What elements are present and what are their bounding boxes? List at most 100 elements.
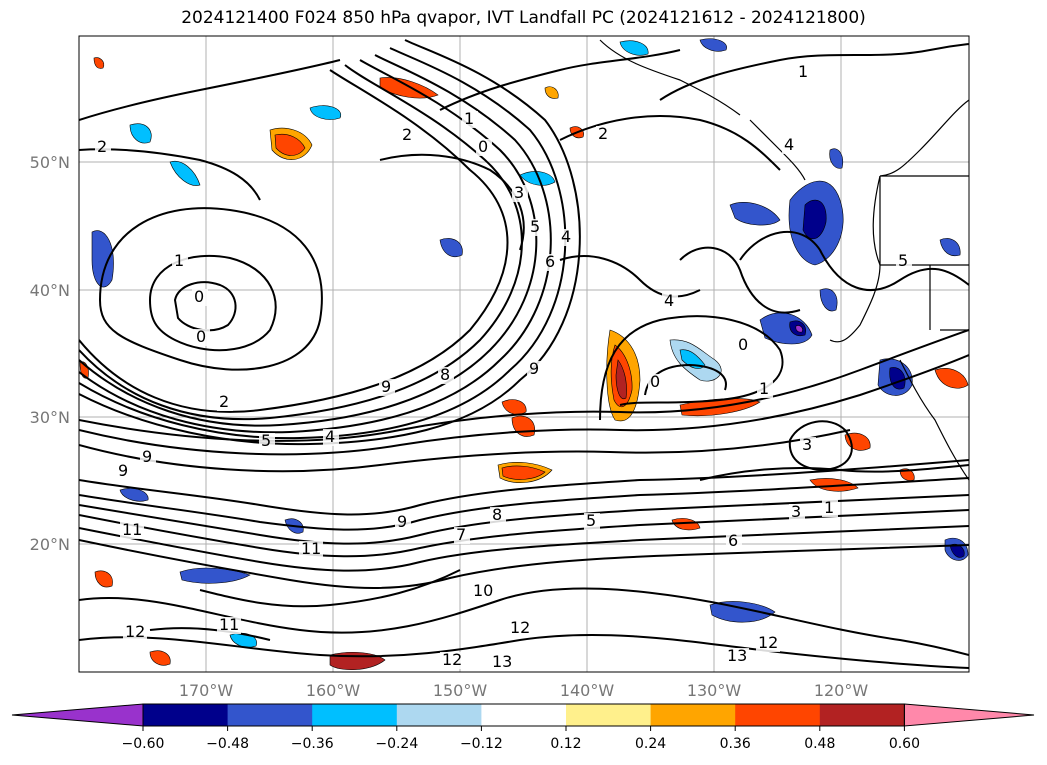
contour-label: 1 — [174, 251, 184, 270]
contour-label-bg — [559, 229, 575, 246]
contour-label-bg — [789, 504, 805, 521]
colorbar-outline — [142, 703, 905, 727]
contour-label: 4 — [784, 135, 794, 154]
colorbar-segment — [481, 704, 567, 726]
map-frame — [78, 35, 970, 673]
contour-label: 0 — [194, 287, 204, 306]
contour-label: 4 — [561, 227, 571, 246]
contour-label-bg — [454, 527, 470, 544]
colorbar-extend-high — [903, 703, 1035, 727]
contour-label: 9 — [118, 461, 128, 480]
lon-label-130w: 130°W — [687, 681, 742, 700]
contour-label: 4 — [664, 291, 674, 310]
colorbar-tick-label: 0.12 — [550, 736, 581, 752]
contour-label: 13 — [727, 646, 747, 665]
contour-label: 0 — [650, 372, 660, 391]
contour-label: 5 — [530, 217, 540, 236]
colorbar-segment — [312, 704, 398, 726]
contour-label-bg — [395, 514, 411, 531]
contour-label-bg — [725, 648, 749, 665]
contour-label-bg — [116, 463, 132, 480]
contour-label: 2 — [598, 124, 608, 143]
contour-label: 11 — [219, 615, 239, 634]
lon-label-120w: 120°W — [814, 681, 869, 700]
colorbar-segment — [650, 704, 736, 726]
colorbar-tick-label: 0.60 — [889, 736, 920, 752]
contour-label-bg — [512, 185, 528, 202]
contour-label-bg — [528, 219, 544, 236]
contour-label: 9 — [529, 359, 539, 378]
contour-label: 2 — [402, 125, 412, 144]
contour-label-bg — [217, 617, 241, 634]
contour-label-bg — [172, 253, 188, 270]
contour-label: 4 — [325, 427, 335, 446]
coastlines — [599, 39, 969, 481]
contour-label: 5 — [261, 431, 271, 450]
contour-label: 12 — [442, 650, 462, 669]
contour-label: 5 — [586, 511, 596, 530]
colorbar-tick-label: 0.36 — [720, 736, 751, 752]
longitude-axis: 170°W 160°W 150°W 140°W 130°W 120°W — [179, 681, 869, 700]
contour-label-bg — [123, 624, 147, 641]
colorbar: −0.60 −0.48 −0.36 −0.24 −0.12 0.12 0.24 0.36 0.4… — [11, 703, 1035, 752]
contour-label-bg — [800, 437, 816, 454]
contour-label-bg — [490, 654, 514, 671]
contour-label: 13 — [492, 652, 512, 671]
colorbar-tick-label: 0.24 — [635, 736, 666, 752]
contour-label: 11 — [301, 539, 321, 558]
colorbar-segment — [396, 704, 482, 726]
contour-label-bg — [120, 522, 144, 539]
contour-label: 2 — [97, 137, 107, 156]
colorbar-tick-label: −0.36 — [291, 736, 334, 752]
lon-label-140w: 140°W — [560, 681, 615, 700]
contour-label-bg — [757, 381, 773, 398]
contour-label: 12 — [510, 618, 530, 637]
contour-label: 6 — [545, 252, 555, 271]
contour-label-bg — [440, 652, 464, 669]
lon-label-160w: 160°W — [306, 681, 361, 700]
contour-label: 9 — [381, 377, 391, 396]
contour-label: 1 — [759, 379, 769, 398]
colorbar-segment — [566, 704, 652, 726]
contour-label: 9 — [397, 512, 407, 531]
contour-label: 10 — [473, 581, 493, 600]
colorbar-tick-label: −0.12 — [460, 736, 503, 752]
contour-label: 3 — [791, 502, 801, 521]
contour-label-bg — [796, 64, 812, 81]
colorbar-tick-label: −0.24 — [375, 736, 418, 752]
lat-label-40n: 40°N — [30, 281, 70, 300]
contour-label: 6 — [728, 531, 738, 550]
contour-label-bg — [217, 394, 233, 411]
contour-label: 7 — [456, 525, 466, 544]
contour-label-bg — [756, 635, 780, 652]
contour-label-bg — [400, 127, 416, 144]
contour-label-bg — [662, 293, 678, 310]
contour-label-bg — [896, 253, 912, 270]
colorbar-tick-label: −0.60 — [122, 736, 165, 752]
colorbar-segment — [143, 704, 229, 726]
contour-label: 8 — [492, 505, 502, 524]
lat-label-30n: 30°N — [30, 408, 70, 427]
contour-label-bg — [194, 329, 210, 346]
contour-label-bg — [379, 379, 395, 396]
lat-label-50n: 50°N — [30, 153, 70, 172]
latitude-axis: 50°N 40°N 30°N 20°N — [30, 153, 70, 554]
contour-label-bg — [490, 507, 506, 524]
contour-label: 11 — [122, 520, 142, 539]
colorbar-tick-label: −0.48 — [206, 736, 249, 752]
contour-label-bg — [323, 429, 339, 446]
ivt-contours — [79, 39, 969, 669]
contour-label-bg — [259, 433, 275, 450]
contour-label: 1 — [824, 498, 834, 517]
contour-label-bg — [140, 449, 156, 466]
contour-label-bg — [648, 374, 664, 391]
map-title: 2024121400 F024 850 hPa qvapor, IVT Land… — [181, 8, 866, 28]
contour-label: 0 — [738, 335, 748, 354]
contour-label-bg — [782, 137, 798, 154]
colorbar-segment — [735, 704, 821, 726]
contour-label-bg — [95, 139, 111, 156]
contour-label: 0 — [478, 137, 488, 156]
colorbar-segment — [227, 704, 313, 726]
